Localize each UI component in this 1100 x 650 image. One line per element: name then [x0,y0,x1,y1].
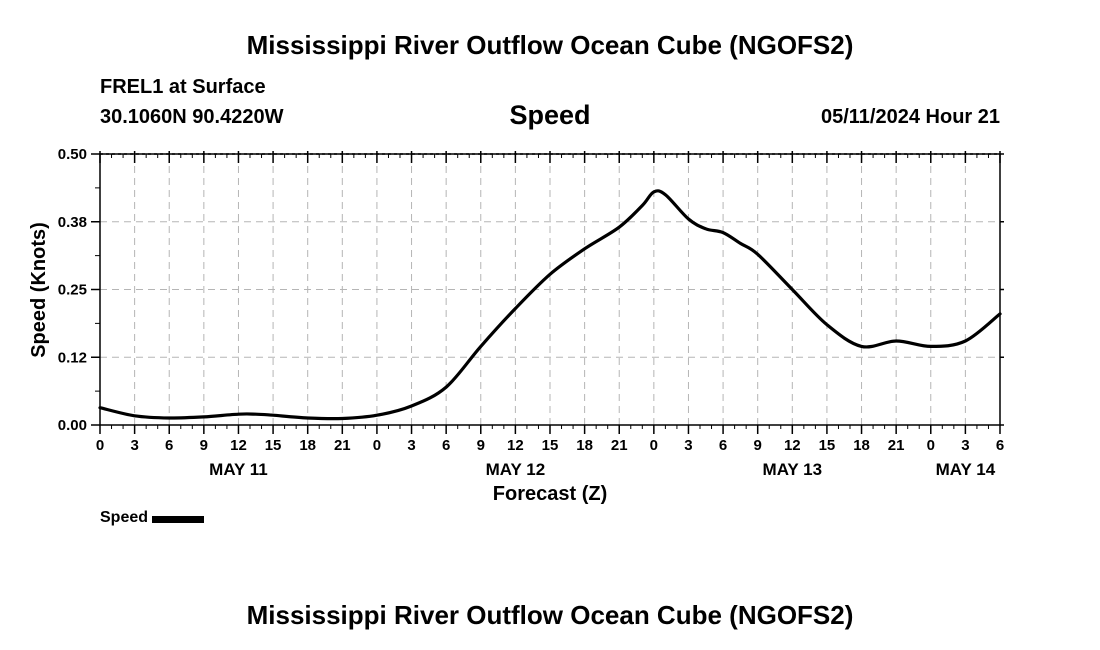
footer-title: Mississippi River Outflow Ocean Cube (NG… [246,600,854,630]
x-tick-label: 21 [334,437,351,454]
y-tick-label: 0.38 [58,214,87,231]
y-tick-label: 0.12 [58,349,87,366]
x-tick-label: 18 [576,437,593,454]
labels-layer: 0 3 6 9 12 15 18 21 0 3 6 9 12 15 18 21 0 3 6 9 12 15 18 21 0 3 6 0… [58,146,1004,479]
x-tick-label: 3 [684,437,692,454]
x-tick-label: 15 [265,437,282,454]
ticks-layer [91,151,1004,434]
x-tick-label: 18 [299,437,316,454]
date-label: MAY 12 [486,460,546,479]
date-label: MAY 11 [209,460,268,479]
legend: Speed [100,509,205,527]
x-tick-label: 6 [165,437,173,454]
y-tick-label: 0.00 [58,417,87,434]
y-axis-label: Speed (Knots) [28,222,50,358]
x-tick-label: 3 [130,437,138,454]
x-tick-label: 6 [719,437,727,454]
x-tick-label: 21 [888,437,905,454]
main-title: Mississippi River Outflow Ocean Cube (NG… [246,30,854,60]
x-tick-label: 0 [650,437,658,454]
x-tick-label: 9 [754,437,762,454]
x-axis-label: Forecast (Z) [493,483,607,505]
x-tick-label: 12 [784,437,801,454]
x-tick-label: 0 [927,437,935,454]
x-tick-label: 15 [819,437,836,454]
date-label: MAY 14 [936,460,996,479]
x-tick-label: 0 [373,437,381,454]
x-tick-label: 9 [477,437,485,454]
grid-layer [100,153,1000,425]
chart-title: Speed [509,100,591,130]
x-tick-label: 6 [442,437,450,454]
x-tick-label: 21 [611,437,628,454]
x-tick-label: 12 [507,437,524,454]
legend-label: Speed [100,509,149,526]
legend-swatch [152,516,205,523]
x-tick-label: 12 [230,437,247,454]
speed-series-line [98,189,1002,421]
station-label: FREL1 at Surface [100,76,266,98]
x-tick-label: 18 [853,437,870,454]
forecast-timestamp: 05/11/2024 Hour 21 [820,106,1000,128]
y-tick-label: 0.25 [58,282,87,299]
coordinates-label: 30.1060N 90.4220W [100,106,284,128]
date-label: MAY 13 [763,460,823,479]
x-tick-label: 3 [961,437,969,454]
x-tick-label: 0 [96,437,104,454]
y-tick-label: 0.50 [58,146,87,163]
x-tick-label: 15 [542,437,559,454]
x-tick-label: 6 [996,437,1004,454]
x-tick-label: 9 [200,437,208,454]
x-tick-label: 3 [407,437,415,454]
